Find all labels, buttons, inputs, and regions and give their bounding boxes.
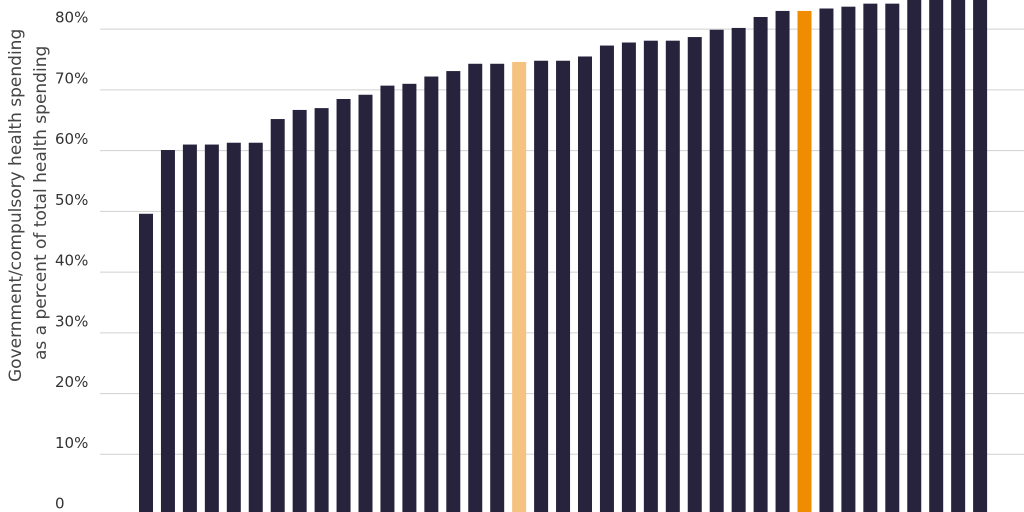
bar <box>270 119 285 512</box>
bar <box>490 63 505 512</box>
bar <box>775 10 790 512</box>
bar <box>292 109 307 512</box>
y-tick-label: 70% <box>55 69 88 87</box>
bar <box>314 108 329 512</box>
bar <box>424 76 439 512</box>
bar <box>951 0 966 512</box>
bar <box>468 63 483 512</box>
bar <box>358 94 373 512</box>
bar <box>226 142 241 512</box>
bar <box>907 0 922 512</box>
y-tick-label: 0 <box>55 495 65 512</box>
bar <box>139 213 153 512</box>
bar <box>380 85 395 512</box>
y-tick-label: 40% <box>55 252 88 270</box>
y-tick-label: 80% <box>55 9 88 27</box>
bar <box>336 98 351 512</box>
y-tick-label: 60% <box>55 130 88 148</box>
bar <box>248 142 263 512</box>
bar <box>643 40 658 512</box>
bar <box>578 56 592 512</box>
bar <box>599 45 614 512</box>
y-axis-title-line-2: as a percent of total health spending <box>31 46 51 360</box>
bar <box>731 27 746 512</box>
y-tick-label: 20% <box>55 373 88 391</box>
bar <box>929 0 944 512</box>
bar <box>687 37 702 512</box>
bar <box>556 60 571 512</box>
bar <box>863 3 878 512</box>
bar <box>841 6 856 512</box>
y-tick-label: 30% <box>55 312 88 330</box>
bar <box>621 42 636 512</box>
bar <box>709 29 724 512</box>
y-tick-label: 10% <box>55 434 88 452</box>
bar <box>182 144 197 512</box>
bar <box>534 60 549 512</box>
bar <box>797 10 812 512</box>
bar <box>973 0 988 512</box>
bar <box>446 71 461 512</box>
bar <box>512 61 527 512</box>
bar <box>819 8 834 512</box>
bar <box>204 144 219 512</box>
bar <box>885 3 900 512</box>
bar <box>665 40 680 512</box>
y-axis-title-line-1: Government/compulsory health spending <box>6 29 26 382</box>
bar <box>753 17 768 512</box>
bar <box>160 150 175 512</box>
bar <box>402 83 417 512</box>
y-tick-label: 50% <box>55 191 88 209</box>
